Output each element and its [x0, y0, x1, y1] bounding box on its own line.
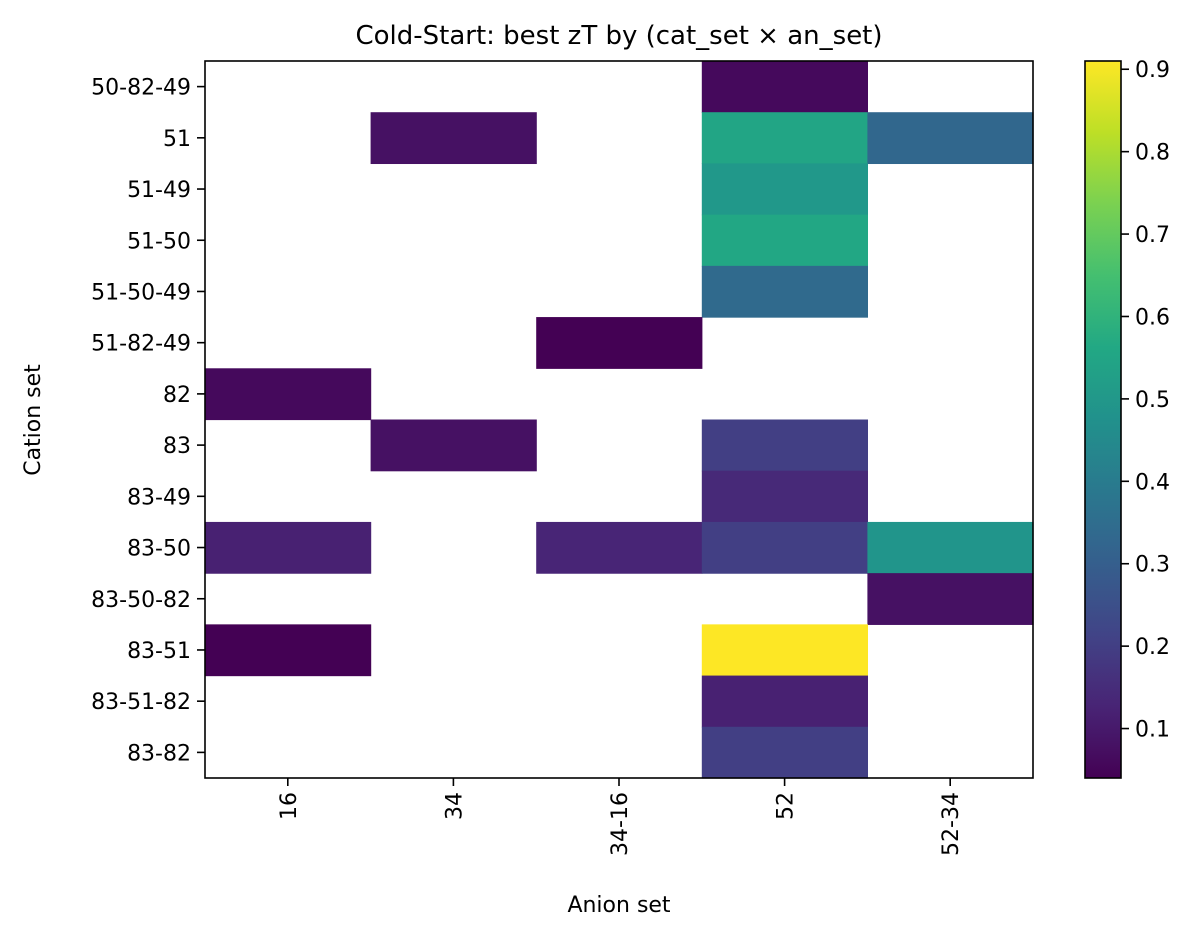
colorbar-tick-label: 0.4 [1135, 470, 1170, 495]
y-tick-label: 51 [163, 127, 191, 152]
heatmap-cell-51-34 [370, 112, 537, 165]
chart-title: Cold-Start: best zT by (cat_set × an_set… [355, 21, 882, 51]
colorbar-tick-label: 0.6 [1135, 305, 1170, 330]
colorbar-tick-label: 0.3 [1135, 553, 1170, 578]
y-tick-label: 82 [163, 383, 191, 408]
heatmap-cell-83-50-34-16 [536, 521, 703, 574]
x-tick-label: 52-34 [939, 792, 964, 856]
y-tick-label: 83-82 [127, 741, 191, 766]
heatmap-cell-83-50-16 [205, 521, 372, 574]
heatmap-cell-83-52 [701, 419, 868, 472]
colorbar-tick-label: 0.9 [1135, 58, 1170, 83]
heatmap-cell-83-49-52 [701, 470, 868, 523]
heatmap-cell-51-52 [701, 112, 868, 165]
y-tick-label: 83-50-82 [91, 588, 191, 613]
heatmap-cell-51-50-52 [701, 214, 868, 267]
y-tick-label: 51-50 [127, 229, 191, 254]
colorbar-tick-label: 0.7 [1135, 223, 1170, 248]
colorbar-tick-label: 0.1 [1135, 718, 1170, 743]
heatmap-cell-83-50-82-52-34 [867, 573, 1034, 625]
colorbar-tick-label: 0.8 [1135, 141, 1170, 166]
y-tick-label: 50-82-49 [91, 76, 191, 101]
heatmap-cell-51-52-34 [867, 112, 1034, 165]
heatmap-cell-83-51-16 [205, 624, 372, 677]
heatmap-cell-50-82-49-52 [701, 61, 868, 113]
y-tick-label: 83 [163, 434, 191, 459]
y-tick-label: 83-51-82 [91, 690, 191, 715]
y-tick-label: 83-49 [127, 485, 191, 510]
y-tick-label: 51-50-49 [91, 280, 191, 305]
heatmap-cell-51-49-52 [701, 163, 868, 216]
y-axis: 50-82-49 51 51-49 51-50 51-50-49 51-82-49 82 83… [91, 76, 205, 766]
heatmap-cell-83-82-52 [701, 726, 868, 779]
x-tick-label: 16 [277, 792, 302, 820]
heatmap-cell-83-51-82-52 [701, 675, 868, 728]
y-tick-label: 83-51 [127, 639, 191, 664]
heatmap-cells [205, 61, 1034, 779]
x-tick-label: 34-16 [608, 792, 633, 856]
heatmap-cell-83-50-52-34 [867, 521, 1034, 574]
colorbar-ticks: 0.1 0.2 0.3 0.4 0.5 0.6 0.7 0.8 0.9 [1121, 58, 1170, 743]
x-tick-label: 52 [774, 792, 799, 820]
heatmap-cell-83-50-52 [701, 521, 868, 574]
heatmap-cell-51-82-49-34-16 [536, 317, 703, 369]
heatmap-cell-82-16 [205, 368, 372, 421]
colorbar-tick-label: 0.2 [1135, 635, 1170, 660]
x-tick-label: 34 [442, 792, 467, 820]
colorbar [1085, 61, 1121, 778]
colorbar-frame [1084, 60, 1122, 779]
colorbar-tick-label: 0.5 [1135, 388, 1170, 413]
heatmap-cell-83-51-52 [701, 624, 868, 677]
x-axis-label: Anion set [567, 893, 670, 918]
heatmap-cell-51-50-49-52 [701, 265, 868, 318]
y-axis-label: Cation set [21, 364, 46, 476]
y-tick-label: 51-82-49 [91, 332, 191, 357]
y-tick-label: 51-49 [127, 178, 191, 203]
x-axis: 16 34 34-16 52 52-34 [277, 778, 964, 856]
y-tick-label: 83-50 [127, 537, 191, 562]
heatmap-cell-83-34 [370, 419, 537, 472]
